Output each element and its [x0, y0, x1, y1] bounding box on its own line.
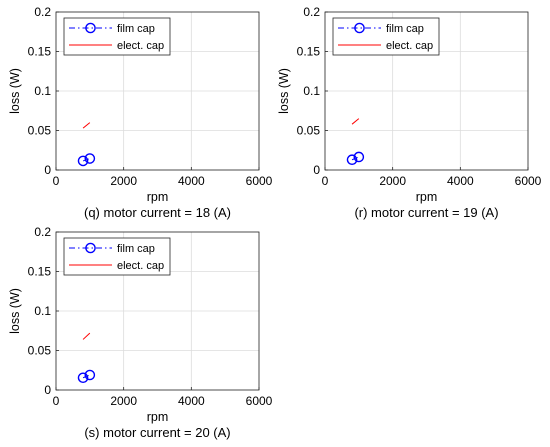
legend-marker [85, 22, 96, 34]
legend-marker [85, 242, 96, 254]
y-tick-label: 0 [44, 163, 51, 177]
legend-marker [354, 22, 365, 34]
data-point [353, 151, 365, 163]
subplot-caption: (s) motor current = 20 (A) [84, 425, 230, 440]
x-tick-label: 6000 [246, 394, 273, 408]
legend: film cap elect. cap [63, 237, 171, 276]
legend-label: film cap [386, 23, 424, 35]
subplot-2: 0 2000 4000 6000 0 0.05 0.1 0.15 0.2 rpm loss (W) (… [277, 5, 542, 220]
y-tick-label: 0.1 [303, 84, 320, 98]
subplot-caption: (q) motor current = 18 (A) [84, 205, 231, 220]
data-point [77, 372, 89, 384]
y-tick-label: 0.1 [34, 84, 51, 98]
y-axis-label: loss (W) [8, 288, 22, 334]
legend-label: elect. cap [117, 260, 164, 272]
series-line-2 [82, 332, 91, 340]
y-tick-label: 0.1 [34, 304, 51, 318]
legend-label: film cap [117, 243, 155, 255]
y-tick-label: 0.05 [297, 124, 321, 138]
legend-box [332, 17, 440, 56]
legend-label: film cap [117, 23, 155, 35]
x-tick-label: 6000 [246, 174, 273, 188]
series-line-1 [351, 156, 360, 161]
y-tick-label: 0.2 [303, 5, 320, 19]
series-line-1 [82, 158, 90, 162]
data-point [77, 155, 89, 167]
subplot-1: 0 2000 4000 6000 0 0.05 0.1 0.15 0.2 rpm loss (W) (… [8, 5, 273, 220]
y-tick-label: 0.15 [28, 45, 52, 59]
x-tick-label: 4000 [178, 394, 205, 408]
y-axis-label: loss (W) [277, 68, 291, 114]
x-tick-label: 2000 [379, 174, 406, 188]
series-line-2 [82, 122, 91, 129]
y-tick-label: 0 [44, 383, 51, 397]
legend: film cap elect. cap [63, 17, 171, 56]
series-line-1 [82, 374, 91, 379]
subplot-caption: (r) motor current = 19 (A) [354, 205, 498, 220]
legend-box [63, 237, 171, 276]
x-tick-label: 2000 [110, 394, 137, 408]
x-tick-label: 2000 [110, 174, 137, 188]
y-tick-label: 0.2 [34, 225, 51, 239]
data-point [84, 369, 96, 381]
legend: film cap elect. cap [332, 17, 440, 56]
legend-label: elect. cap [117, 40, 164, 52]
y-tick-label: 0.15 [28, 265, 52, 279]
data-point [346, 154, 358, 166]
data-point [84, 153, 96, 164]
x-axis-label: rpm [147, 410, 169, 424]
series-line-2 [351, 118, 360, 125]
y-tick-label: 0.05 [28, 124, 52, 138]
x-tick-label: 4000 [447, 174, 474, 188]
y-tick-label: 0.05 [28, 344, 52, 358]
subplot-3: 0 2000 4000 6000 0 0.05 0.1 0.15 0.2 rpm loss (W) (… [8, 225, 273, 440]
legend-label: elect. cap [386, 40, 433, 52]
x-tick-label: 0 [322, 174, 329, 188]
y-tick-label: 0.2 [34, 5, 51, 19]
x-axis-label: rpm [147, 190, 169, 204]
x-tick-label: 0 [53, 174, 60, 188]
y-axis-label: loss (W) [8, 68, 22, 114]
legend-box [63, 17, 171, 56]
y-tick-label: 0.15 [297, 45, 321, 59]
x-tick-label: 0 [53, 394, 60, 408]
x-axis-label: rpm [416, 190, 438, 204]
x-tick-label: 4000 [178, 174, 205, 188]
x-tick-label: 6000 [515, 174, 542, 188]
y-tick-label: 0 [313, 163, 320, 177]
